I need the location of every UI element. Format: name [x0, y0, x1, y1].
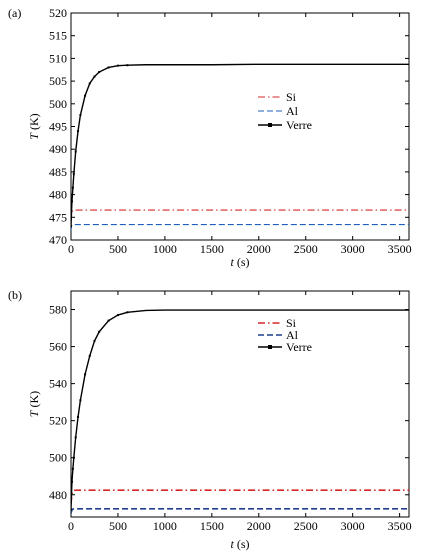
series-line-si [71, 489, 409, 505]
y-tick-label: 500 [49, 97, 67, 111]
x-axis-label: t (s) [230, 537, 249, 551]
x-tick-label: 0 [68, 519, 74, 533]
y-tick-label: 580 [49, 303, 67, 317]
y-tick-label: 540 [49, 377, 67, 391]
series-point-verre [98, 330, 101, 333]
y-axis-variable: T [27, 132, 41, 140]
series-point-verre [74, 150, 77, 153]
x-axis-unit: (s) [237, 537, 250, 551]
series-line-verre [71, 309, 409, 510]
y-axis-unit: (K) [27, 113, 41, 130]
series-point-verre [77, 130, 80, 133]
legend-label-al: Al [286, 328, 299, 342]
x-tick-label: 2500 [294, 242, 318, 256]
plot-frame [70, 12, 410, 241]
y-tick-label: 520 [49, 6, 67, 20]
legend-label-verre: Verre [286, 118, 312, 132]
x-tick-label: 2000 [247, 242, 271, 256]
x-tick-label: 1500 [200, 519, 224, 533]
series-line-al [71, 224, 409, 231]
x-tick-label: 3000 [341, 519, 365, 533]
plot-frame [70, 290, 410, 518]
y-axis-label: T (K) [27, 113, 41, 139]
panel-b: (b) 0 500 1000 1500 2000 2500 3000 3500 480 500 520… [8, 288, 412, 551]
panel-a: (a) 0 500 1000 1500 2000 2500 3000 3500 470 475 480… [8, 6, 412, 269]
series-point-verre [93, 340, 96, 343]
series-point-verre [126, 311, 129, 314]
series-point-verre [71, 200, 73, 203]
y-axis-label: T(K) [27, 391, 41, 417]
series-point-verre [116, 314, 119, 317]
x-tick-label: 1000 [153, 242, 177, 256]
y-tick-label: 510 [49, 51, 67, 65]
x-tick-label: 2000 [247, 519, 271, 533]
panel-label: (b) [8, 288, 22, 302]
series-point-verre [72, 456, 75, 459]
y-tick-label: 485 [49, 165, 67, 179]
series-point-verre [93, 75, 96, 78]
x-tick-label: 3500 [388, 242, 412, 256]
y-axis-unit: (K) [27, 391, 41, 408]
x-axis-variable: t [230, 255, 234, 269]
series-point-verre [71, 467, 74, 470]
series-point-verre [88, 354, 91, 357]
series-point-verre [84, 373, 87, 376]
y-axis-variable: T [27, 409, 41, 417]
series-line-verre [71, 63, 409, 227]
x-axis-unit: (s) [237, 255, 250, 269]
y-tick-label: 470 [49, 233, 67, 247]
series-point-verre [126, 64, 129, 67]
x-tick-label: 500 [109, 519, 127, 533]
x-tick-label: 2500 [294, 519, 318, 533]
x-tick-label: 3500 [388, 519, 412, 533]
y-tick-label: 480 [49, 488, 67, 502]
series-point-verre [107, 319, 110, 322]
y-tick-label: 495 [49, 120, 67, 134]
x-tick-label: 0 [68, 242, 74, 256]
series-point-verre [71, 508, 72, 511]
legend-label-si: Si [286, 316, 297, 330]
y-tick-label: 500 [49, 451, 67, 465]
series-point-verre [116, 64, 119, 67]
y-tick-label: 490 [49, 142, 67, 156]
series-point-verre [72, 173, 75, 176]
series-point-verre [88, 82, 91, 85]
series-line-si [71, 209, 409, 222]
panel-label: (a) [8, 6, 21, 20]
series-point-verre [79, 399, 82, 402]
series-point-verre [98, 71, 101, 74]
x-tick-label: 1000 [153, 519, 177, 533]
x-tick-label: 500 [109, 242, 127, 256]
y-tick-label: 520 [49, 414, 67, 428]
y-tick-label: 515 [49, 29, 67, 43]
series-point-verre [79, 114, 82, 117]
x-tick-label: 3000 [341, 242, 365, 256]
legend-label-si: Si [286, 90, 297, 104]
y-tick-label: 505 [49, 74, 67, 88]
x-axis-label: t (s) [230, 255, 249, 269]
y-tick-label: 480 [49, 188, 67, 202]
series-point-verre [77, 415, 80, 418]
legend-label-al: Al [286, 104, 299, 118]
series-line-al [71, 508, 409, 514]
y-tick-label: 560 [49, 340, 67, 354]
legend-label-verre: Verre [286, 340, 312, 354]
series-point-verre [74, 436, 77, 439]
series-point-verre [71, 225, 72, 228]
legend-marker [268, 123, 272, 127]
series-point-verre [71, 480, 73, 483]
x-tick-label: 1500 [200, 242, 224, 256]
series-point-verre [71, 186, 74, 189]
x-axis-variable: t [230, 537, 234, 551]
series-point-verre [84, 94, 87, 97]
legend-marker [268, 345, 272, 349]
series-point-verre [107, 66, 110, 69]
y-tick-label: 475 [49, 210, 67, 224]
